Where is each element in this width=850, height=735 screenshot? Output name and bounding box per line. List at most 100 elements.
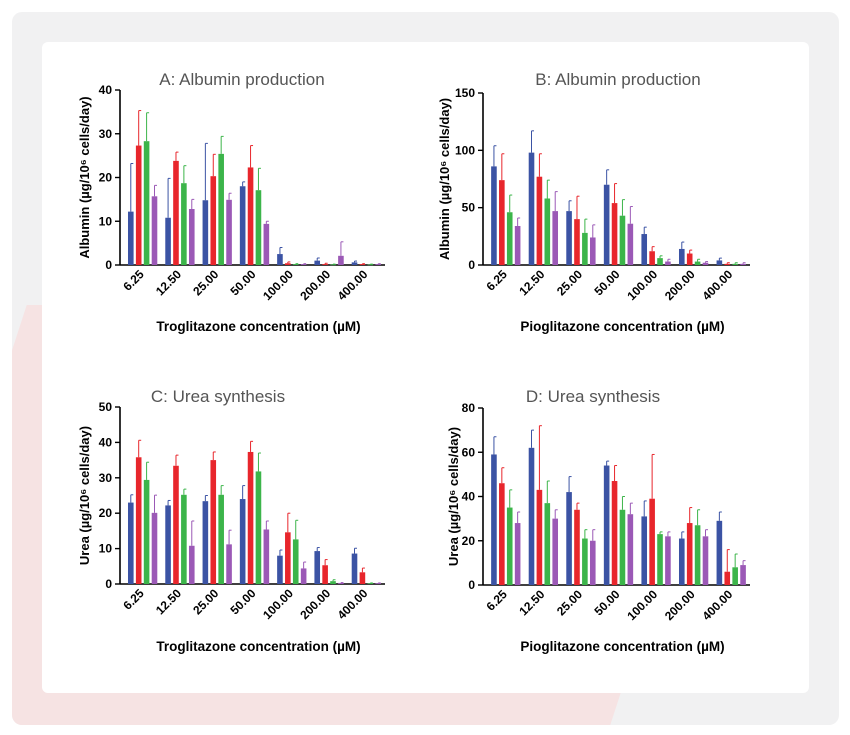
bar (732, 263, 738, 265)
x-tick-label: 50.00 (227, 267, 258, 298)
bar (143, 479, 150, 584)
x-tick-label: 6.25 (483, 587, 510, 614)
y-axis-label: Albumin (µg/10⁶ cells/day) (77, 96, 92, 258)
bar (239, 499, 246, 584)
bar (314, 260, 321, 265)
bar (603, 465, 610, 585)
bar (338, 582, 344, 584)
x-axis-label: Pioglitazone concentration (µM) (520, 319, 724, 334)
y-tick-label: 20 (99, 171, 113, 185)
x-tick-label: 25.00 (554, 267, 585, 298)
background-frame (12, 12, 839, 725)
y-tick-label: 0 (468, 578, 475, 592)
x-tick-label: 400.00 (335, 267, 371, 303)
bar (732, 567, 738, 585)
bar (678, 538, 685, 585)
y-tick-label: 50 (99, 400, 113, 414)
bar (499, 180, 505, 265)
bar (740, 263, 746, 265)
x-tick-label: 12.50 (516, 267, 547, 298)
x-tick-label: 50.00 (591, 587, 622, 618)
bar (210, 176, 217, 265)
x-tick-label: 6.25 (120, 267, 147, 294)
bar (173, 465, 179, 584)
bar (552, 518, 559, 585)
x-axis-label: Troglitazone concentration (µM) (156, 319, 360, 334)
bar (300, 568, 307, 584)
x-tick-label: 25.00 (554, 587, 585, 618)
x-tick-label: 200.00 (297, 267, 333, 303)
y-tick-label: 20 (99, 506, 113, 520)
x-tick-label: 12.50 (153, 586, 184, 617)
bar (566, 492, 572, 585)
x-tick-label: 100.00 (624, 267, 660, 303)
x-tick-label: 100.00 (260, 586, 296, 622)
bar (686, 523, 693, 585)
y-tick-label: 30 (99, 127, 113, 141)
bar (544, 198, 551, 265)
bar (285, 532, 291, 584)
bar (619, 509, 626, 585)
bar (641, 516, 648, 585)
bar (330, 581, 336, 584)
bar (292, 264, 299, 265)
bar (330, 264, 336, 266)
y-axis-label: Albumin (µg/10⁶ cells/day) (437, 98, 452, 260)
bar (491, 166, 497, 265)
bar (528, 447, 535, 585)
x-tick-label: 6.25 (120, 586, 147, 613)
y-tick-label: 10 (99, 214, 113, 228)
bar (665, 536, 671, 585)
x-tick-label: 50.00 (227, 586, 258, 617)
bar (247, 451, 254, 584)
bar (552, 211, 559, 265)
x-axis-label: Pioglitazone concentration (µM) (520, 639, 724, 654)
bar (375, 583, 382, 584)
bar (135, 457, 142, 584)
bar (367, 264, 374, 266)
bar (359, 572, 366, 584)
bar (649, 498, 655, 585)
x-tick-label: 400.00 (699, 267, 735, 303)
y-tick-label: 0 (105, 258, 112, 272)
chart-title: D: Urea synthesis (526, 387, 660, 406)
bar (255, 190, 262, 265)
bar (127, 211, 134, 265)
bar (263, 223, 270, 265)
bar (499, 483, 505, 585)
bar (506, 507, 513, 585)
bar (173, 160, 179, 265)
bar (239, 186, 246, 265)
x-tick-label: 12.50 (153, 267, 184, 298)
bar (582, 232, 588, 265)
bar (724, 571, 731, 585)
y-tick-label: 60 (462, 445, 476, 459)
y-tick-label: 50 (462, 201, 476, 215)
bar (151, 512, 158, 584)
bar (649, 251, 655, 265)
chart-title: B: Albumin production (535, 70, 700, 89)
x-tick-label: 200.00 (297, 586, 333, 622)
bar (528, 152, 535, 265)
bar (589, 237, 596, 265)
bar (678, 248, 685, 265)
y-tick-label: 10 (99, 542, 113, 556)
bar (292, 539, 299, 584)
x-tick-label: 25.00 (190, 267, 221, 298)
bar (702, 536, 709, 585)
chart-title: A: Albumin production (159, 70, 324, 89)
x-axis-label: Troglitazone concentration (µM) (156, 639, 360, 654)
bar (127, 502, 134, 584)
bar (367, 583, 374, 584)
bar (694, 525, 701, 585)
bar (375, 264, 382, 265)
bar (188, 209, 195, 265)
bar (181, 494, 187, 584)
bar (514, 523, 521, 585)
x-tick-label: 200.00 (662, 587, 698, 623)
chart-panel-c: C: Urea synthesis 0 10 20 30 40 50 Urea (µg/10⁶… (77, 387, 385, 654)
bar (702, 262, 709, 265)
y-tick-label: 20 (462, 534, 476, 548)
